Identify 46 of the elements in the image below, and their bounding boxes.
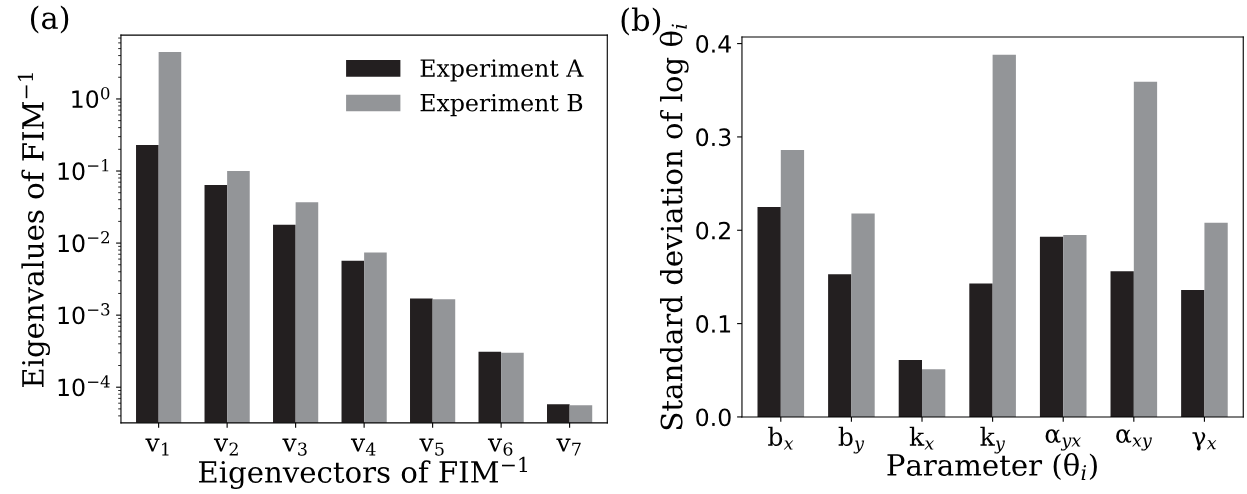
bar — [969, 283, 993, 417]
y-tick-label: 10$^{0}$ — [72, 86, 110, 109]
text: (a) — [30, 5, 69, 34]
y-tick-label: 10$^{−1}$ — [58, 158, 109, 181]
x-tick-label: b$_{y}$ — [838, 426, 865, 454]
bar — [780, 149, 805, 417]
x-tick-label: k$_{y}$ — [980, 426, 1006, 454]
x-tick-label: v$_{7}$ — [556, 438, 581, 456]
bar — [1063, 234, 1087, 417]
y-axis-title: Eigenvalues of FIM$^{−1}$ — [17, 73, 50, 388]
bar — [992, 54, 1016, 417]
y-tick-label: 10$^{−3}$ — [58, 303, 110, 325]
x-tick-label: v$_{5}$ — [419, 438, 444, 456]
x-tick-label: v$_{6}$ — [487, 438, 513, 456]
x-axis-title: Parameter (θ$_{i}$) — [887, 453, 1097, 481]
y-tick-label: 0.2 — [696, 221, 730, 240]
bar — [757, 206, 781, 417]
y-tick-label: 0.0 — [696, 408, 731, 427]
bar — [922, 369, 946, 417]
x-tick-label: α$_{yx}$ — [1045, 429, 1081, 451]
legend-label: Experiment A — [420, 59, 584, 82]
x-axis-title: Eigenvectors of FIM$^{−1}$ — [199, 456, 528, 490]
y-tick-label: 0.1 — [696, 315, 731, 333]
legend-label: Experiment B — [420, 93, 583, 117]
bar — [1133, 81, 1158, 417]
bar — [1204, 222, 1228, 417]
y-axis-title: Standard deviation of log θ$_{i}$ — [659, 24, 689, 430]
bar — [1110, 271, 1134, 417]
bar — [851, 213, 875, 417]
bar — [898, 360, 923, 417]
x-tick-label: v$_{1}$ — [145, 438, 169, 456]
x-tick-label: k$_{x}$ — [909, 426, 934, 450]
bar — [828, 274, 852, 417]
x-tick-label: b$_{x}$ — [768, 426, 794, 450]
y-tick-label: 0.4 — [696, 35, 731, 53]
x-tick-label: α$_{xy}$ — [1116, 429, 1152, 451]
x-tick-label: v$_{3}$ — [282, 438, 307, 456]
x-tick-label: v$_{2}$ — [213, 438, 238, 456]
y-tick-label: 0.3 — [696, 128, 731, 147]
y-tick-label: 10$^{−2}$ — [58, 231, 109, 253]
bar — [1039, 236, 1064, 417]
bar — [1181, 290, 1205, 417]
y-tick-label: 10$^{−4}$ — [58, 375, 110, 397]
text: (b) — [621, 7, 661, 36]
x-tick-label: γ$_{x}$ — [1192, 432, 1217, 451]
x-tick-label: v$_{4}$ — [350, 438, 376, 456]
